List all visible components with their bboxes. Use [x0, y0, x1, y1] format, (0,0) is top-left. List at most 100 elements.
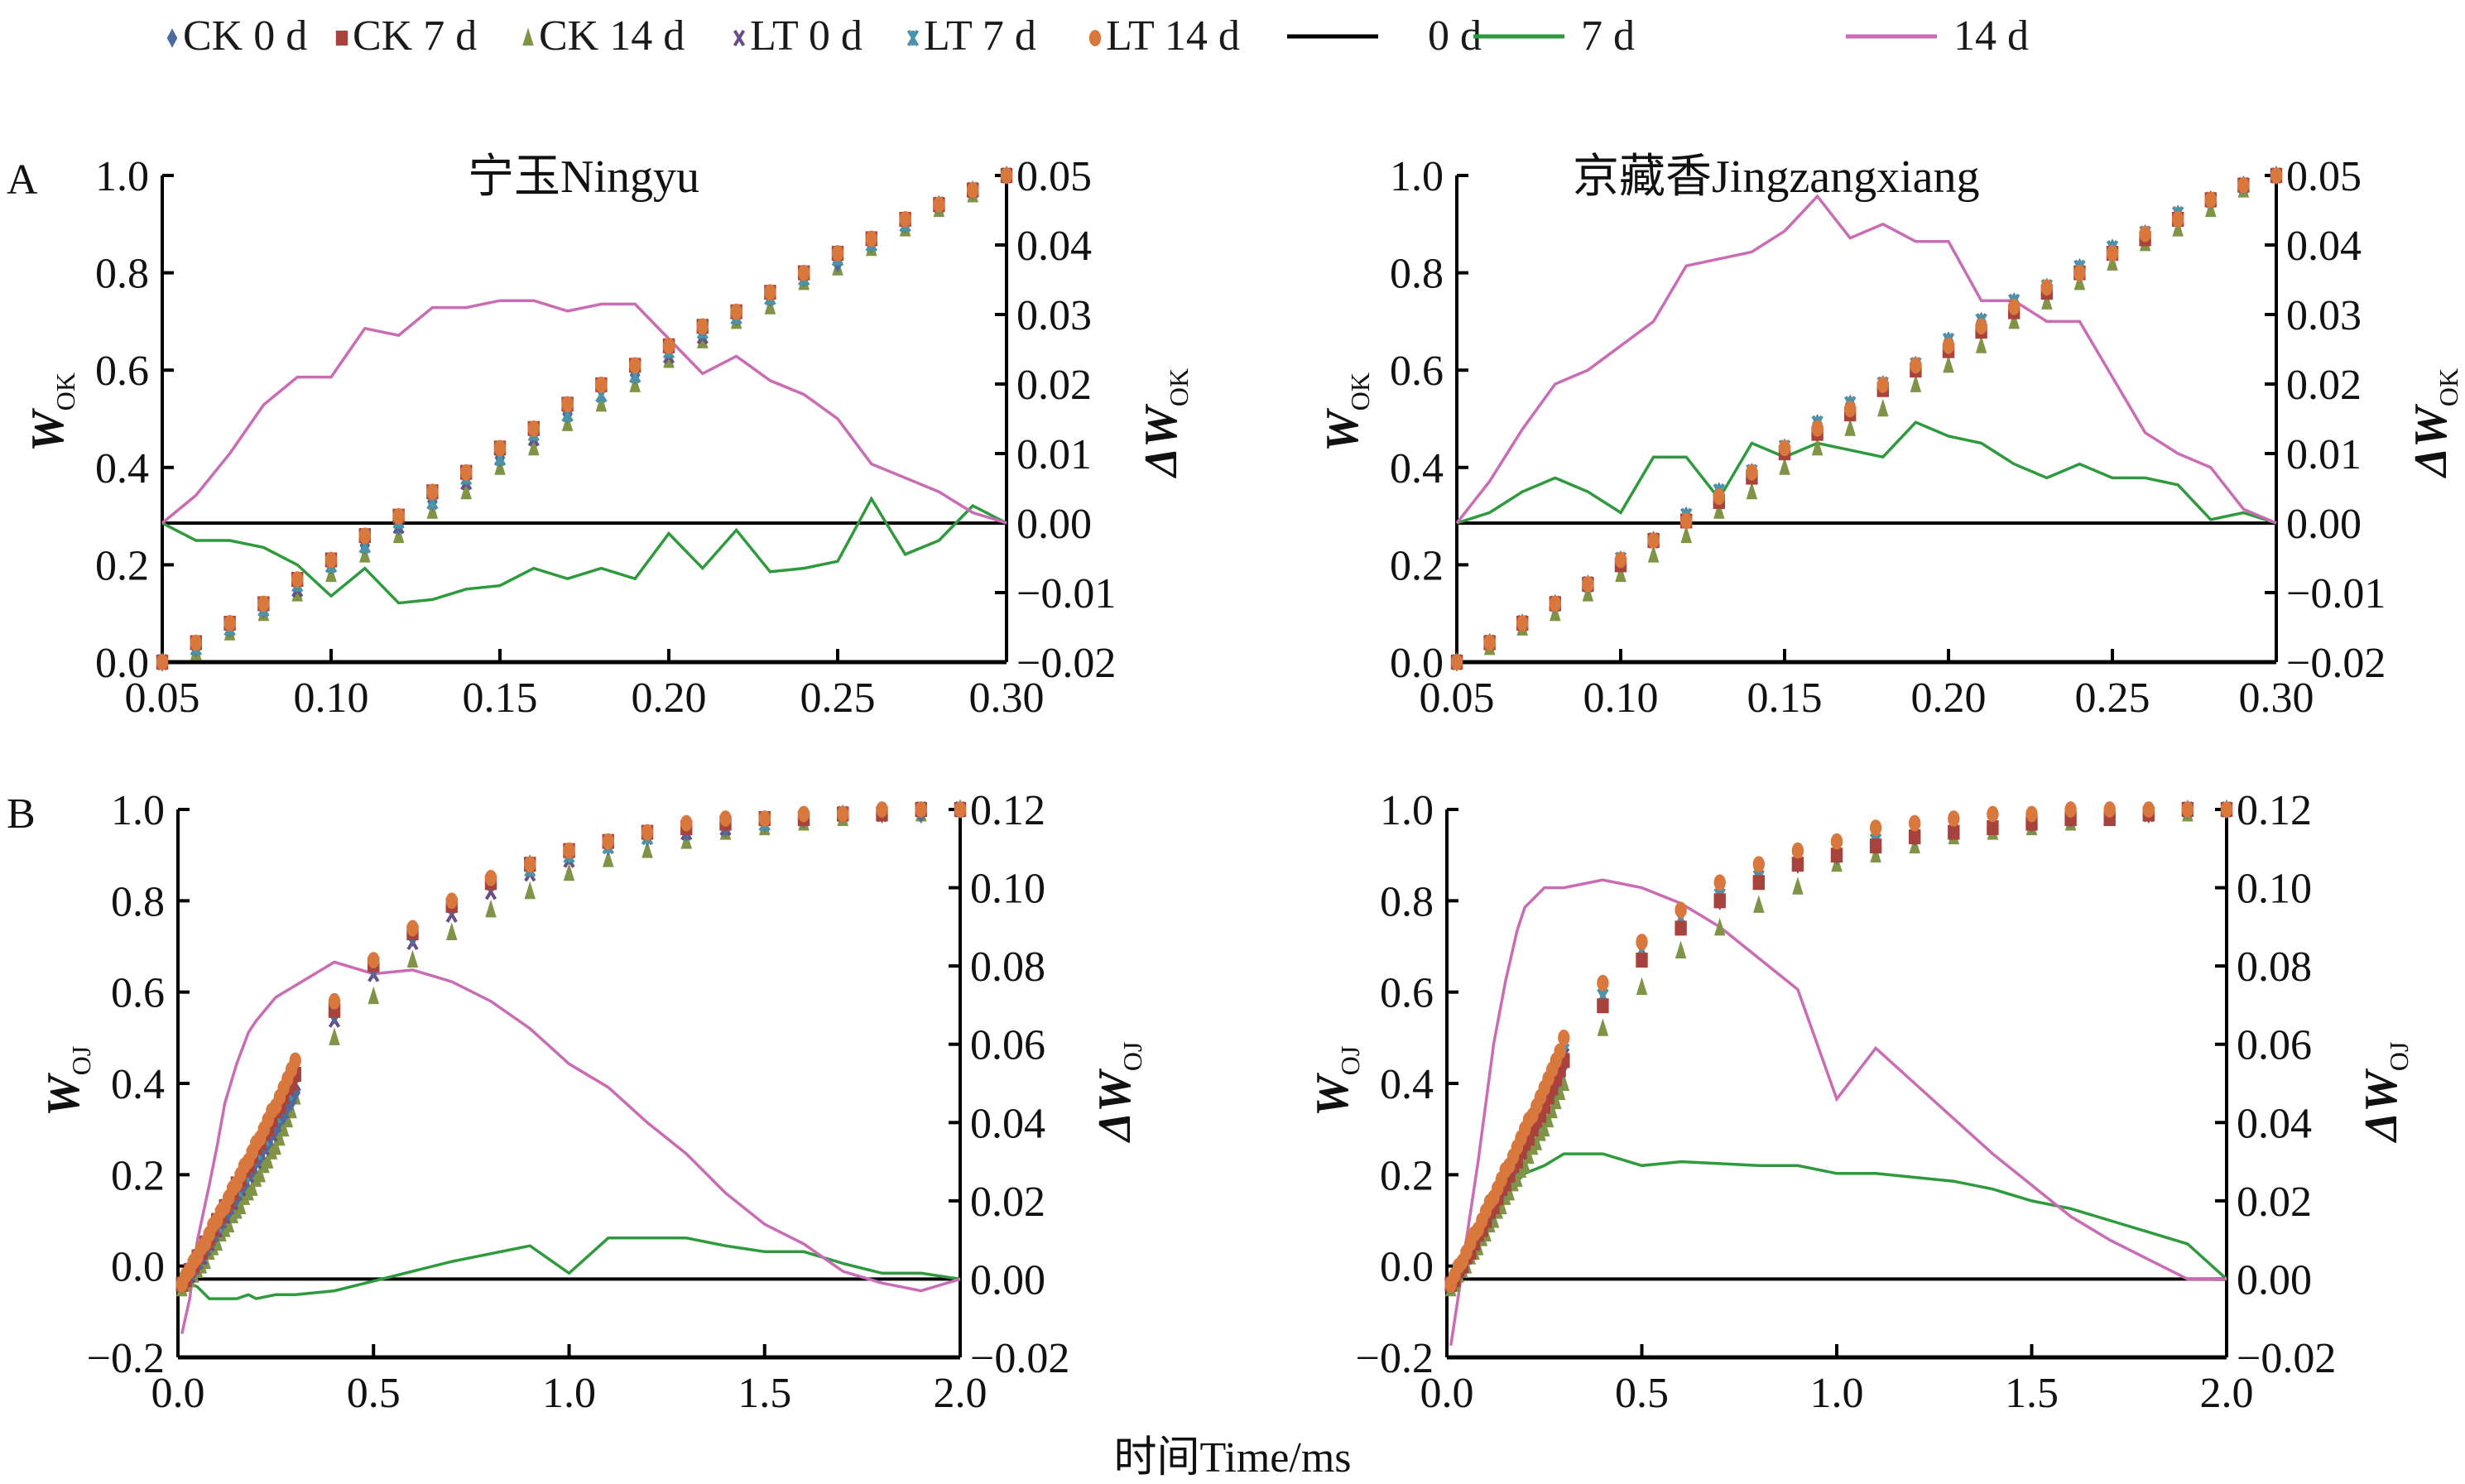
data-point — [247, 1178, 258, 1196]
data-point — [190, 634, 202, 651]
legend-marker — [906, 29, 920, 46]
x-tick-label: 0.25 — [2075, 675, 2150, 722]
data-point — [899, 211, 911, 228]
scatter-series-lt14d — [1444, 801, 2233, 1293]
x-tick-label: 1.5 — [2005, 1370, 2059, 1417]
data-point — [1550, 1091, 1562, 1110]
data-point — [277, 1118, 290, 1137]
y-tick-label: 1.0 — [111, 787, 165, 834]
y2-tick-label: 0.00 — [1016, 501, 1092, 548]
data-point — [524, 881, 536, 900]
y2-tick-label: 0.00 — [2237, 1256, 2312, 1304]
data-point — [426, 483, 439, 501]
data-point — [1910, 357, 1922, 374]
x-tick-label: 2.0 — [934, 1370, 987, 1417]
legend-marker — [733, 29, 746, 46]
y-tick-label: 0.4 — [95, 445, 149, 492]
data-point — [2172, 211, 2184, 228]
data-point — [2106, 245, 2119, 262]
data-point — [1975, 335, 1987, 353]
data-point — [2025, 805, 2038, 823]
x-tick-label: 0.0 — [1420, 1370, 1474, 1417]
data-point — [680, 814, 693, 832]
scatter-series-lt7d — [1450, 166, 2283, 671]
data-point — [641, 840, 653, 858]
data-point — [1909, 829, 1921, 845]
data-point — [1746, 463, 1758, 481]
data-point — [1791, 842, 1804, 859]
data-point — [406, 920, 419, 937]
data-point — [2270, 167, 2283, 184]
legend-line-swatch — [1287, 34, 1378, 38]
data-point — [1554, 1082, 1566, 1101]
data-point — [1792, 876, 1804, 895]
data-point — [662, 337, 675, 354]
data-point — [2103, 801, 2116, 818]
y2-tick-label: 0.04 — [2286, 223, 2362, 270]
data-point — [445, 892, 458, 910]
data-point — [257, 595, 270, 612]
y2-axis-label: ΔWOK — [1136, 368, 1194, 478]
data-point — [629, 357, 641, 374]
x-tick-label: 2.0 — [2200, 1370, 2254, 1417]
legend-marker-swatch — [166, 27, 178, 48]
y2-tick-label: 0.02 — [1016, 362, 1092, 409]
x-tick-label: 0.15 — [1747, 675, 1823, 722]
legend-marker-swatch — [1088, 29, 1102, 46]
data-point — [524, 856, 536, 873]
y2-tick-label: 0.01 — [2286, 431, 2362, 478]
legend-label: 0 d — [1428, 12, 1482, 60]
line-series-7d — [180, 1237, 961, 1300]
x-tick-label: 0.05 — [125, 675, 200, 722]
data-point — [1942, 337, 1955, 354]
panel-title: 宁玉Ningyu — [468, 151, 699, 203]
data-point — [1746, 481, 1758, 500]
y2-tick-label: 0.08 — [2237, 944, 2312, 991]
data-point — [493, 439, 507, 457]
data-point — [291, 571, 304, 588]
data-point — [967, 181, 979, 199]
data-point — [446, 922, 458, 940]
scatter-series-ck7d — [156, 168, 1013, 670]
data-point — [1877, 398, 1889, 417]
y2-tick-label: 0.04 — [2237, 1100, 2312, 1147]
legend-item: 14 d — [1838, 12, 2029, 60]
data-point — [1811, 437, 1824, 456]
data-point — [1582, 576, 1594, 593]
scatter-series-lt14d — [1450, 167, 2283, 670]
data-point — [406, 949, 419, 968]
legend-item: LT 7 d — [902, 12, 1036, 60]
scatter-series-ck0d — [1451, 166, 2282, 672]
data-point — [262, 1150, 274, 1169]
data-point — [2107, 252, 2118, 271]
scatter-series-ck7d — [1450, 168, 2283, 670]
data-point — [915, 801, 927, 818]
data-point — [1523, 1145, 1535, 1165]
y2-tick-label: 0.05 — [2286, 153, 2362, 200]
data-point — [1713, 874, 1726, 891]
y2-tick-label: 0.12 — [2237, 787, 2312, 834]
data-point — [595, 393, 608, 412]
data-point — [876, 801, 888, 818]
legend-label: CK 14 d — [539, 12, 685, 60]
legend-line-swatch — [1846, 34, 1937, 38]
data-point — [1779, 457, 1790, 475]
line-series-14d — [161, 299, 1007, 525]
data-point — [254, 1164, 266, 1183]
x-axis-label: 时间Time/ms — [1113, 1434, 1352, 1482]
y2-tick-label: 0.10 — [970, 866, 1045, 913]
y-tick-label: −0.2 — [1356, 1335, 1434, 1382]
x-tick-label: 1.5 — [738, 1370, 791, 1417]
y-tick-label: 1.0 — [1390, 153, 1444, 200]
y2-axis-label: ΔWOK — [2405, 368, 2463, 478]
data-point — [368, 986, 379, 1005]
scatter-series-lt14d — [156, 167, 1013, 670]
data-point — [358, 527, 371, 545]
data-point — [2040, 279, 2053, 296]
y2-tick-label: 0.00 — [2286, 501, 2362, 548]
line-series-7d — [1449, 1152, 2228, 1288]
scatter-series-ck14d — [1451, 165, 2282, 670]
data-point — [1680, 525, 1692, 544]
y-tick-label: 0.8 — [95, 251, 149, 298]
